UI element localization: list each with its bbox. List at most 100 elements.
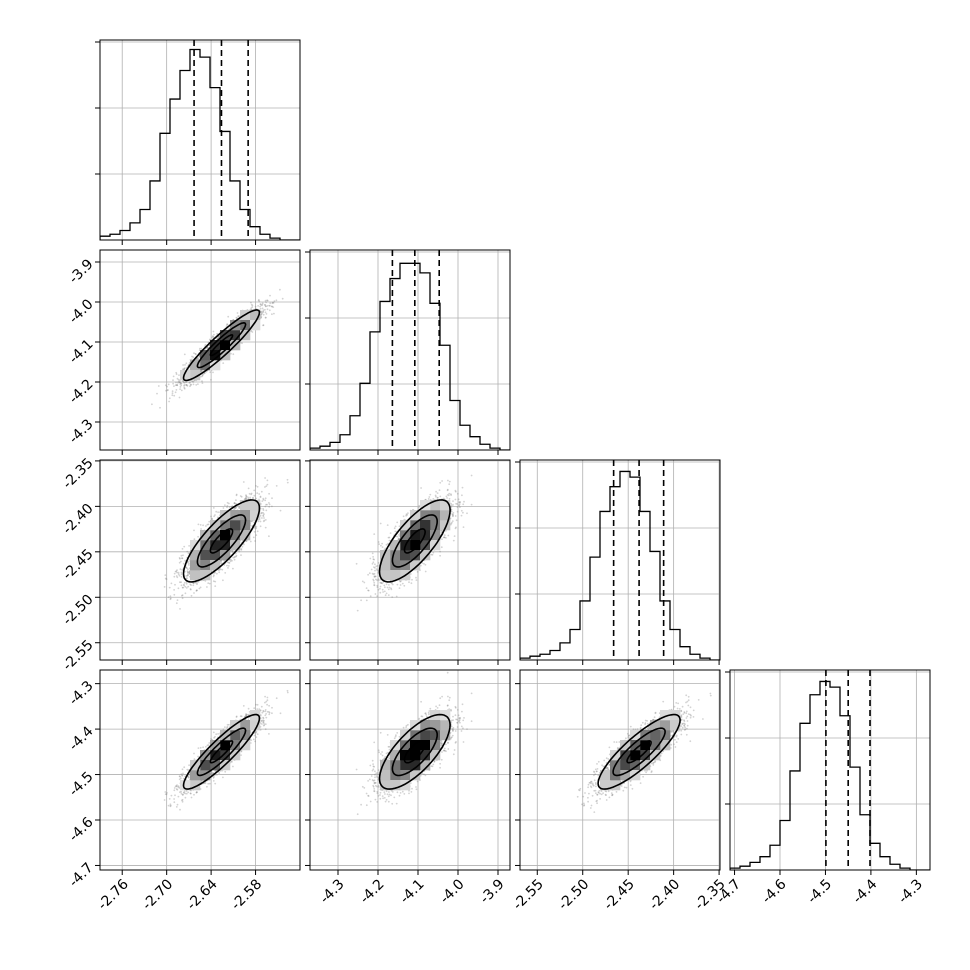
sample-point xyxy=(200,369,202,372)
histogram-step-line xyxy=(100,48,300,240)
sample-point xyxy=(187,571,189,573)
sample-point xyxy=(195,384,198,386)
sample-point xyxy=(204,343,207,346)
sample-point xyxy=(188,545,191,547)
sample-point xyxy=(221,568,224,571)
sample-point xyxy=(173,575,176,578)
sample-point xyxy=(202,373,205,375)
sample-point xyxy=(226,323,229,326)
sample-point xyxy=(179,388,182,390)
sample-point xyxy=(179,386,182,388)
sample-point xyxy=(240,549,243,551)
sample-point xyxy=(180,571,183,574)
sample-point xyxy=(253,489,256,492)
scatter-panel-1-0 xyxy=(95,249,301,455)
sample-point xyxy=(262,512,264,514)
sample-point xyxy=(262,514,265,517)
sample-point xyxy=(178,557,181,559)
sample-point xyxy=(213,574,215,577)
sample-point xyxy=(200,347,203,350)
sample-point xyxy=(193,529,195,532)
sample-point xyxy=(261,303,264,306)
sample-point xyxy=(245,495,248,498)
contour-1 xyxy=(196,321,247,369)
sample-point xyxy=(199,586,202,589)
sample-point xyxy=(185,384,188,386)
sample-point xyxy=(210,378,212,381)
sample-point xyxy=(255,534,258,536)
sample-point xyxy=(196,583,198,586)
sample-point xyxy=(166,389,169,392)
sample-point xyxy=(180,554,183,557)
sample-point xyxy=(250,520,252,523)
density-cells xyxy=(180,310,261,381)
sample-point xyxy=(226,504,229,507)
sample-point xyxy=(252,497,254,500)
sample-point xyxy=(256,485,259,488)
sample-point xyxy=(151,403,153,406)
sample-point xyxy=(229,560,232,563)
sample-point xyxy=(264,519,267,521)
sample-point xyxy=(264,316,267,319)
sample-point xyxy=(189,384,192,386)
sample-point xyxy=(181,597,184,600)
sample-point xyxy=(262,324,264,327)
panel-frame xyxy=(309,249,511,451)
sample-point xyxy=(251,304,254,307)
sample-point xyxy=(185,587,188,589)
sample-point xyxy=(208,582,211,585)
sample-point xyxy=(178,561,181,564)
sample-point xyxy=(210,570,213,573)
sample-point xyxy=(233,558,236,561)
sample-point xyxy=(184,592,187,595)
sample-point xyxy=(179,382,182,385)
sample-point xyxy=(250,303,253,306)
sample-point xyxy=(190,383,193,386)
sample-point xyxy=(234,502,236,505)
sample-point xyxy=(264,316,267,319)
sample-point xyxy=(258,300,261,303)
sample-point xyxy=(191,355,193,358)
sample-point xyxy=(259,495,262,498)
sample-point xyxy=(262,309,265,312)
sample-point xyxy=(200,375,202,378)
sample-point xyxy=(251,306,254,309)
scatter-panel-2-0 xyxy=(95,459,301,665)
sample-point xyxy=(217,335,220,338)
sample-point xyxy=(193,592,195,594)
sample-point xyxy=(225,325,228,327)
sample-point xyxy=(179,568,182,571)
sample-point xyxy=(186,570,189,572)
sample-point xyxy=(252,536,255,539)
sample-point xyxy=(244,497,247,500)
sample-point xyxy=(195,590,198,592)
sample-point xyxy=(201,374,204,376)
sample-point xyxy=(264,486,266,488)
sample-point xyxy=(181,557,183,560)
sample-point xyxy=(179,581,181,584)
sample-point xyxy=(233,502,236,504)
sample-point xyxy=(235,499,237,501)
sample-point xyxy=(212,335,215,338)
sample-point xyxy=(262,310,264,313)
sample-point xyxy=(250,307,253,310)
sample-point xyxy=(239,495,242,497)
sample-point xyxy=(266,483,269,486)
sample-point xyxy=(211,335,214,338)
sample-point xyxy=(177,587,180,590)
sample-point xyxy=(184,559,187,562)
density-cell xyxy=(230,330,241,341)
sample-point xyxy=(245,496,247,499)
sample-point xyxy=(181,368,184,371)
sample-point xyxy=(233,507,236,509)
sample-point xyxy=(252,496,254,499)
sample-point xyxy=(226,561,229,564)
density-cell xyxy=(210,360,221,371)
sample-point xyxy=(186,385,189,387)
sample-point xyxy=(183,382,186,384)
sample-point xyxy=(217,511,220,514)
sample-point xyxy=(192,356,195,358)
sample-point xyxy=(249,496,252,499)
sample-point xyxy=(235,555,238,558)
